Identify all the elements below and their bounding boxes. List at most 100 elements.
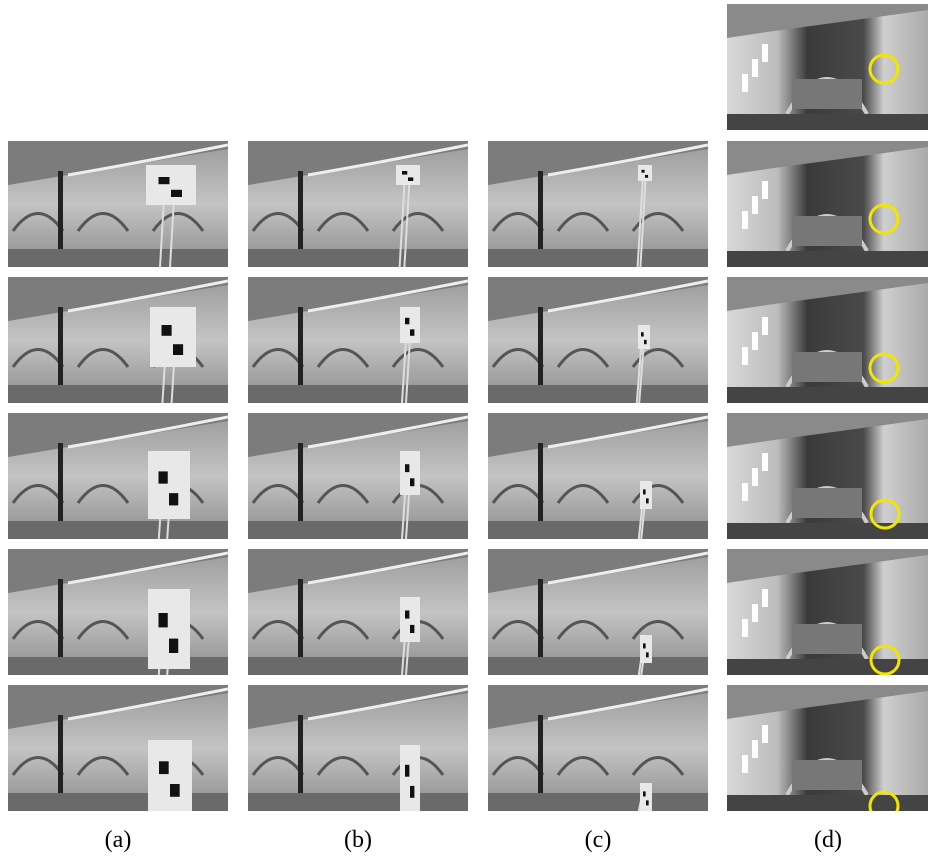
shape: [641, 332, 644, 336]
shape: [742, 483, 748, 501]
shape: [8, 385, 228, 403]
shape: [8, 521, 228, 539]
panel-label: (b): [318, 827, 398, 854]
shape: [488, 793, 708, 811]
target-board: [638, 325, 650, 349]
shape: [762, 589, 768, 607]
shape: [752, 604, 758, 622]
photo: [727, 277, 928, 403]
photo: [248, 413, 468, 539]
shape: [171, 190, 182, 197]
target-board: [400, 451, 420, 495]
shape: [162, 325, 172, 336]
photo: [488, 141, 708, 267]
shape: [642, 170, 645, 173]
shape: [792, 488, 862, 518]
shape: [646, 652, 649, 657]
shape: [8, 657, 228, 675]
photo: [488, 685, 708, 811]
target-board: [148, 451, 190, 519]
shape: [752, 468, 758, 486]
shape: [488, 385, 708, 403]
shape: [645, 175, 648, 178]
shape: [762, 44, 768, 62]
shape: [762, 181, 768, 199]
shape: [159, 761, 169, 774]
photo: [488, 413, 708, 539]
shape: [405, 318, 409, 324]
shape: [248, 657, 468, 675]
image-grid: [0, 0, 928, 861]
shape: [742, 347, 748, 365]
shape: [762, 725, 768, 743]
shape: [8, 249, 228, 267]
shape: [646, 498, 649, 503]
shape: [410, 329, 414, 335]
shape: [727, 523, 928, 539]
target-board: [638, 165, 652, 181]
shape: [159, 177, 170, 184]
photo: [248, 141, 468, 267]
photo: [727, 549, 928, 675]
shape: [752, 332, 758, 350]
photo: [248, 549, 468, 675]
target-board: [148, 589, 190, 669]
shape: [169, 493, 178, 505]
shape: [792, 760, 862, 790]
shape: [410, 625, 414, 633]
shape: [644, 340, 647, 344]
shape: [402, 171, 407, 175]
target-board: [400, 745, 420, 811]
shape: [405, 611, 409, 619]
photo: [727, 4, 928, 130]
target-board: [148, 740, 192, 811]
shape: [410, 786, 414, 798]
shape: [488, 657, 708, 675]
shape: [248, 385, 468, 403]
shape: [742, 755, 748, 773]
shape: [8, 793, 228, 811]
shape: [169, 639, 178, 653]
shape: [742, 74, 748, 92]
panel-label: (a): [78, 827, 158, 854]
photo: [8, 277, 228, 403]
shape: [408, 177, 413, 181]
shape: [248, 249, 468, 267]
shape: [159, 613, 168, 627]
shape: [727, 387, 928, 403]
shape: [248, 521, 468, 539]
shape: [173, 344, 183, 355]
target-board: [400, 597, 420, 642]
shape: [792, 624, 862, 654]
photo: [8, 549, 228, 675]
shape: [727, 251, 928, 267]
target-board: [640, 635, 652, 663]
shape: [405, 464, 409, 472]
shape: [762, 453, 768, 471]
shape: [792, 216, 862, 246]
shape: [752, 740, 758, 758]
photo: [248, 685, 468, 811]
shape: [742, 619, 748, 637]
shape: [727, 114, 928, 130]
photo: [8, 141, 228, 267]
photo: [8, 685, 228, 811]
panel-label: (c): [558, 827, 638, 854]
photo: [488, 549, 708, 675]
shape: [405, 765, 409, 777]
shape: [792, 352, 862, 382]
target-board: [640, 783, 652, 811]
target-board: [400, 307, 420, 343]
photo: [727, 685, 928, 820]
shape: [646, 800, 649, 805]
shape: [643, 489, 646, 494]
figure: (a) (b) (c) (d): [0, 0, 928, 861]
photo: [727, 413, 928, 539]
shape: [488, 521, 708, 539]
photo: [727, 141, 928, 267]
shape: [643, 643, 646, 648]
shape: [643, 791, 646, 796]
shape: [410, 478, 414, 486]
target-board: [150, 307, 196, 367]
photo: [248, 277, 468, 403]
